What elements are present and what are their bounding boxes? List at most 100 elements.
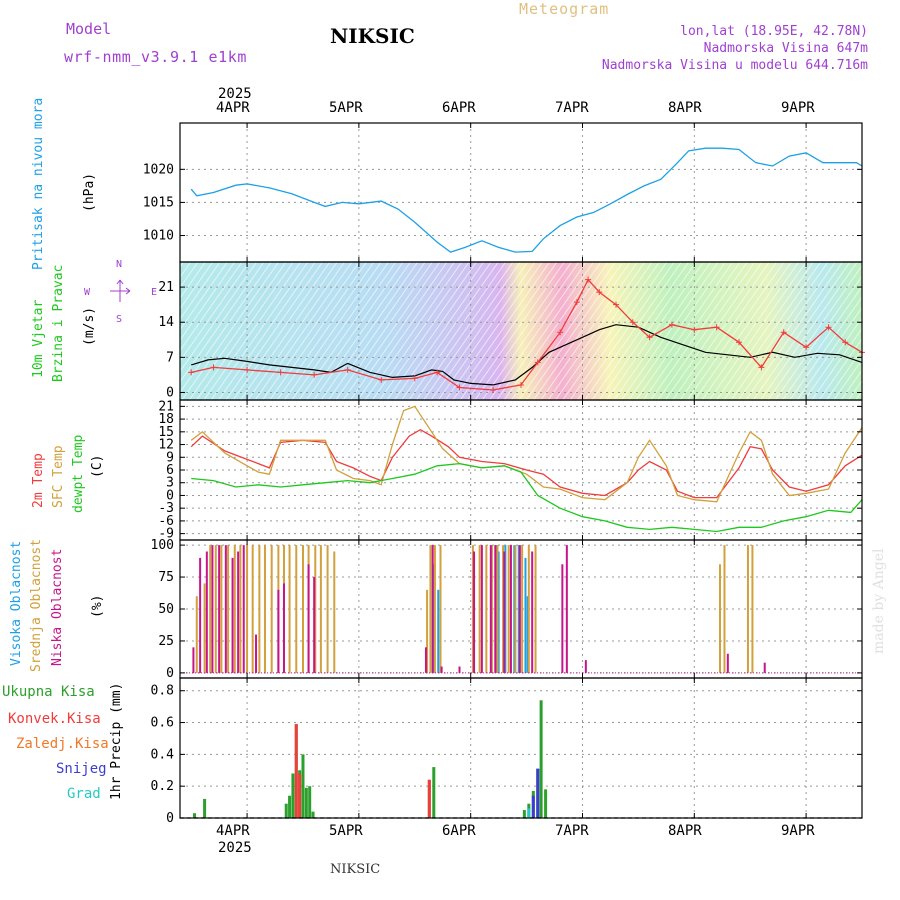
srednja-oblacnost-bar <box>270 545 273 673</box>
srednja-oblacnost-bar <box>227 545 230 673</box>
niska-oblacnost-bar <box>518 545 521 673</box>
srednja-oblacnost-bar <box>203 583 206 673</box>
compass-s: S <box>116 314 123 325</box>
snijeg-bar <box>531 795 535 818</box>
top-date-6apr: 6APR <box>442 100 476 116</box>
bottom-year-label: 2025 <box>218 840 252 856</box>
dewpt-temp-line <box>191 462 863 533</box>
temperature-ytick-label: 21 <box>158 399 174 414</box>
visoka-oblacnost-bar <box>513 545 516 673</box>
bottom-date-7apr: 7APR <box>555 823 589 839</box>
ukupna-kisa-bar <box>304 787 308 818</box>
temperature-ytick-label: -6 <box>158 514 174 529</box>
srednja-oblacnost-bar <box>746 545 749 673</box>
temperature-ytick-label: 12 <box>158 438 174 453</box>
temperature-ytick-label: 6 <box>166 463 174 478</box>
precip-ytick-label: 0.4 <box>151 747 175 762</box>
precip-panel-frame <box>179 677 863 819</box>
niska-oblacnost-bar <box>277 589 280 673</box>
wind-ylabel-1: 10m Vjetar <box>31 299 46 378</box>
niska-oblacnost-bar <box>458 666 461 673</box>
niska-oblacnost-bar <box>440 666 443 673</box>
pressure-ytick-label: 1020 <box>143 162 174 177</box>
niska-oblacnost-bar <box>282 583 285 673</box>
wind-gust-marker <box>378 376 385 383</box>
srednja-oblacnost-bar <box>496 545 499 673</box>
wind-gust-marker <box>573 299 580 306</box>
bottom-date-4apr: 4APR <box>216 823 250 839</box>
ukupna-kisa-bar <box>311 811 315 818</box>
niska-oblacnost-bar <box>313 577 316 673</box>
wind-gust-marker <box>434 369 441 376</box>
srednja-oblacnost-bar <box>751 545 754 673</box>
niska-oblacnost-bar <box>565 545 568 673</box>
wind-barb-hatching <box>180 262 862 400</box>
niska-oblacnost-bar <box>242 545 245 673</box>
wind-gust-marker <box>758 364 765 371</box>
precip-ylabel: 1hr Precip (mm) <box>109 682 124 800</box>
precip-ytick-label: 0.2 <box>151 779 174 794</box>
wind-gust-marker <box>736 339 743 346</box>
srednja-oblacnost-bar <box>214 545 217 673</box>
cloud-ytick-label: 100 <box>151 538 174 553</box>
niska-oblacnost-bar <box>473 551 476 673</box>
konvek-kisa-bar <box>298 773 302 818</box>
cloud-ytick-label: 50 <box>158 602 174 617</box>
niska-oblacnost-bar <box>431 545 434 673</box>
temperature-ytick-label: 9 <box>166 450 174 465</box>
niska-oblacnost-bar <box>211 545 214 673</box>
visoka-oblacnost-bar <box>524 557 527 673</box>
wind-gust-marker <box>596 289 603 296</box>
cloud-ytick-label: 0 <box>166 666 174 681</box>
wind-gust-marker <box>557 329 564 336</box>
srednja-oblacnost-bar <box>514 545 517 673</box>
ukupna-kisa-bar <box>308 786 312 818</box>
ukupna-kisa-bar <box>291 773 295 818</box>
niska-oblacnost-bar <box>224 545 227 673</box>
bottom-date-6apr: 6APR <box>442 823 476 839</box>
temperature-ytick-label: 15 <box>158 425 174 440</box>
wind-gust-marker <box>691 326 698 333</box>
srednja-oblacnost-bar <box>233 545 236 673</box>
wind-speed-line <box>191 324 863 386</box>
wind-gust-marker <box>803 344 810 351</box>
t2m-ylabel: 2m Temp <box>31 453 46 508</box>
cloud-unit: (%) <box>90 594 105 618</box>
top-date-9apr: 9APR <box>781 100 815 116</box>
srednja-oblacnost-bar <box>490 545 493 673</box>
niska-oblacnost-bar <box>255 634 258 673</box>
pressure-line <box>190 147 863 253</box>
top-date-4apr: 4APR <box>216 100 250 116</box>
srednja-oblacnost-bar <box>295 545 298 673</box>
precip-ytick-label: 0 <box>166 811 174 826</box>
cloud-ytick-label: 75 <box>158 570 174 585</box>
temperature-ytick-label: -3 <box>158 501 174 516</box>
compass-n: N <box>116 259 123 270</box>
top-year-label: 2025 <box>218 86 252 102</box>
temp-unit: (C) <box>90 454 105 478</box>
ukupna-kisa-bar <box>522 810 526 818</box>
wind-ytick-label: 0 <box>166 385 174 400</box>
cloud-low-ylabel: Niska Oblacnost <box>50 548 65 666</box>
legend-total-rain: Ukupna Kisa <box>2 684 95 700</box>
ukupna-kisa-bar <box>539 700 543 818</box>
model-elevation-label: Nadmorska Visina u modelu 644.716m <box>601 58 868 73</box>
visoka-oblacnost-bar <box>526 596 529 673</box>
srednja-oblacnost-bar <box>507 545 510 673</box>
konvek-kisa-bar <box>294 724 298 818</box>
srednja-oblacnost-bar <box>251 545 254 673</box>
wind-gust-marker <box>668 321 675 328</box>
panel-backgrounds <box>180 262 862 400</box>
wind-gust-marker <box>518 381 524 388</box>
niska-oblacnost-bar <box>503 551 506 673</box>
srednja-oblacnost-bar <box>478 545 481 673</box>
ukupna-kisa-bar <box>432 767 436 818</box>
cloud-high-ylabel: Visoka Oblacnost <box>9 540 24 666</box>
srednja-oblacnost-bar <box>723 545 726 673</box>
watermark: made by Angel <box>871 548 887 655</box>
pressure-panel-frame <box>179 122 863 263</box>
wind-ytick-label: 7 <box>166 350 174 365</box>
data-marks <box>180 147 865 819</box>
dewpt-ylabel: dewpt Temp <box>71 434 86 513</box>
